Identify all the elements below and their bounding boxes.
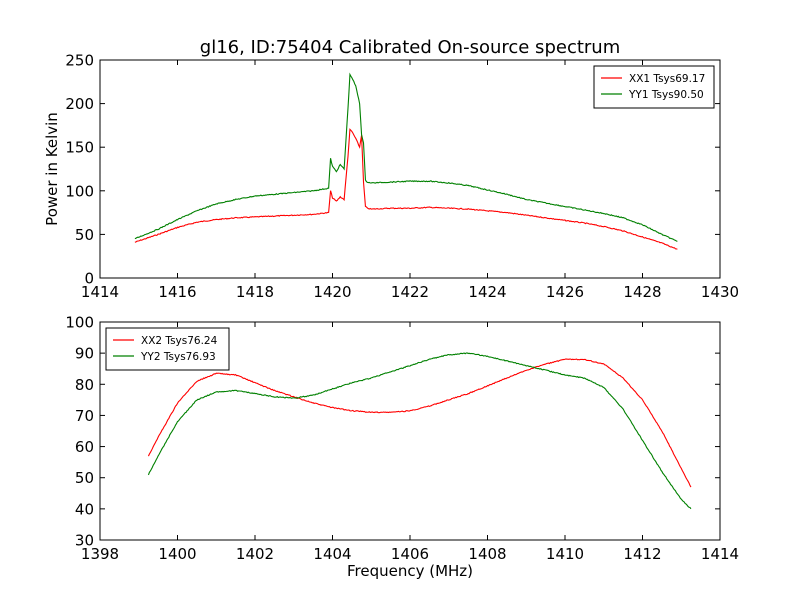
x-tick-label: 1428	[623, 283, 661, 301]
legend-1: XX1 Tsys69.17 YY1 Tsys90.50	[593, 65, 715, 109]
x-tick-label: 1412	[623, 545, 661, 563]
x-tick-label: 1402	[236, 545, 274, 563]
chart-title: gl16, ID:75404 Calibrated On-source spec…	[200, 37, 620, 58]
y-tick-label: 50	[75, 226, 94, 244]
x-tick-label: 1414	[81, 283, 119, 301]
x-tick-label: 1398	[81, 545, 119, 563]
panel-2: 1398 1400 1402 1404 1406 1408 1410 1412 1414 30 40…	[65, 314, 739, 581]
series-line-1-2	[134, 72, 678, 242]
y-tick-label: 90	[75, 345, 94, 363]
y-tick-label: 30	[75, 532, 94, 550]
x-tick-label: 1410	[546, 545, 584, 563]
legend-box	[593, 65, 715, 109]
series-line-1-1	[134, 128, 678, 250]
x-tick-label: 1422	[391, 283, 429, 301]
y-tick-label: 50	[75, 469, 94, 487]
x-tick-label: 1404	[313, 545, 351, 563]
x-tick-label: 1406	[391, 545, 429, 563]
x-tick-label: 1408	[468, 545, 506, 563]
x-tick-label: 1424	[468, 283, 506, 301]
y-tick-label: 80	[75, 376, 94, 394]
y-axis-label: Power in Kelvin	[43, 112, 61, 226]
legend-label: XX1 Tsys69.17	[629, 73, 705, 85]
y-tick-label: 60	[75, 438, 94, 456]
x-tick-label: 1430	[701, 283, 739, 301]
series-line-2-1	[147, 358, 692, 488]
x-tick-label: 1414	[701, 545, 739, 563]
legend-label: YY2 Tsys76.93	[140, 351, 216, 363]
y-tick-label: 70	[75, 407, 94, 425]
x-tick-label: 1426	[546, 283, 584, 301]
x-tick-label: 1400	[158, 545, 196, 563]
panel-1: 1414 1416 1418 1420 1422 1424 1426 1428 1430 0 50 1…	[43, 52, 739, 302]
plots: 1414 1416 1418 1420 1422 1424 1426 1428 14300501…	[43, 52, 739, 581]
y-tick-label: 40	[75, 500, 94, 518]
x-tick-label: 1420	[313, 283, 351, 301]
legend-box	[105, 327, 230, 371]
y-tick-label: 100	[65, 314, 94, 332]
x-tick-label: 1416	[158, 283, 196, 301]
y-tick-label: 100	[65, 182, 94, 200]
y-tick-label: 0	[84, 270, 94, 288]
legend-label: XX2 Tsys76.24	[141, 335, 218, 347]
y-tick-label: 250	[65, 52, 94, 70]
legend-2: XX2 Tsys76.24 YY2 Tsys76.93	[105, 327, 230, 371]
x-axis-label: Frequency (MHz)	[347, 562, 473, 580]
series-line-2-2	[147, 352, 692, 510]
y-tick-label: 200	[65, 95, 94, 113]
x-tick-label: 1418	[236, 283, 274, 301]
legend-label: YY1 Tsys90.50	[628, 89, 704, 101]
y-tick-label: 150	[65, 139, 94, 157]
